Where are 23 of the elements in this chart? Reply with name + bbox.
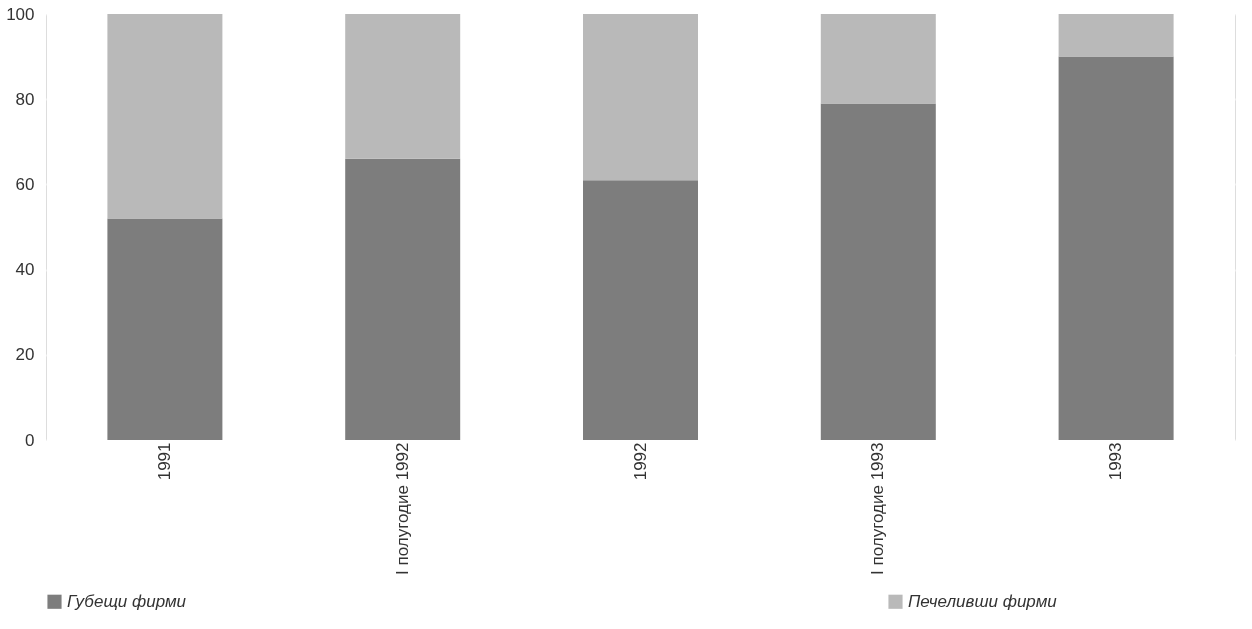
y-tick-label: 60 [15,174,35,194]
x-tick-label: I полугодие 1993 [868,442,888,575]
bar [345,14,461,159]
bar [583,14,698,181]
bar [107,218,223,440]
bar [345,158,461,440]
legend-label: Губещи фирми [67,591,187,611]
bar [820,14,936,104]
y-tick-label: 80 [15,89,35,109]
bar [1058,56,1174,440]
y-tick-label: 0 [25,430,35,450]
bar [107,14,223,219]
x-tick-label: 1993 [1106,442,1126,481]
bar [1058,14,1174,57]
y-tick-label: 20 [15,345,35,365]
bar [583,180,698,440]
x-tick-label: 1991 [154,442,174,481]
y-tick-label: 100 [6,4,35,24]
legend-label: Печеливши фирми [908,591,1058,611]
x-tick-label: I полугодие 1992 [392,442,412,575]
x-tick-label: 1992 [630,442,650,481]
y-tick-label: 40 [15,260,35,280]
bar [820,103,936,440]
